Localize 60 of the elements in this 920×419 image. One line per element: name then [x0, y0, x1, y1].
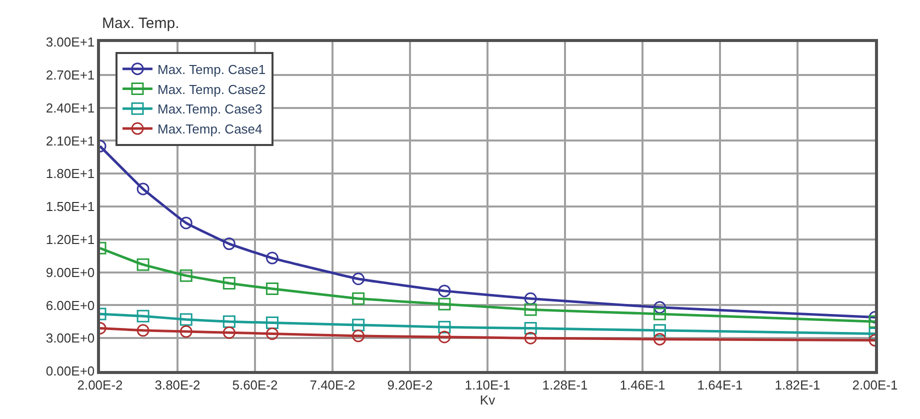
point — [222, 277, 236, 290]
y-tick-label: 2.10E+1 — [46, 133, 95, 148]
y-tick-label: 1.50E+1 — [46, 199, 95, 214]
x-tick-label: 1.46E-1 — [620, 377, 666, 392]
point — [222, 238, 236, 250]
x-tick-label: 1.64E-1 — [697, 377, 743, 392]
x-tick-label: 5.60E-2 — [232, 377, 278, 392]
point — [352, 292, 365, 305]
x-tick-label: 7.40E-2 — [310, 377, 356, 392]
point — [352, 272, 365, 286]
legend-label: Max. Temp. Case2 — [158, 82, 266, 97]
point — [352, 318, 365, 332]
y-tick-label: 2.40E+1 — [46, 100, 95, 116]
point — [438, 320, 451, 334]
point — [524, 332, 537, 344]
y-tick-label: 9.00E+0 — [46, 264, 95, 280]
y-axis-title: Max. Temp. — [102, 15, 180, 32]
point — [524, 292, 537, 305]
x-tick-label: 2.00E-2 — [77, 377, 123, 392]
point — [524, 322, 537, 334]
point — [136, 324, 150, 337]
point — [653, 332, 666, 346]
point — [524, 303, 537, 316]
y-tick-label: 0.00E+0 — [46, 364, 95, 379]
point — [438, 298, 451, 310]
point — [653, 308, 666, 320]
x-tick-label: 1.82E-1 — [774, 377, 820, 392]
point — [352, 330, 365, 342]
point — [266, 327, 278, 340]
x-tick-label: 1.28E-1 — [542, 377, 588, 392]
point — [180, 325, 192, 338]
y-tick-label: 3.00E+0 — [46, 330, 95, 346]
x-tick-label: 1.10E-1 — [464, 377, 510, 392]
point — [266, 316, 278, 329]
point — [136, 310, 150, 322]
y-tick-label: 2.70E+1 — [46, 67, 95, 82]
point — [222, 315, 236, 328]
point — [136, 258, 150, 271]
point — [438, 330, 451, 344]
point — [438, 284, 451, 298]
x-axis-title: Kv — [480, 392, 496, 408]
point — [180, 216, 192, 230]
point — [180, 313, 192, 326]
point — [180, 269, 192, 282]
legend-label: Max.Temp. Case4 — [158, 122, 262, 137]
legend-label: Max.Temp. Case3 — [158, 102, 262, 117]
y-tick-label: 3.00E+1 — [46, 34, 95, 50]
point — [653, 301, 666, 314]
point — [222, 326, 236, 339]
legend-label: Max. Temp. Case1 — [158, 62, 266, 77]
x-tick-label: 2.00E-1 — [852, 377, 898, 392]
x-tick-label: 9.20E-2 — [387, 377, 433, 392]
y-tick-label: 1.20E+1 — [46, 232, 95, 247]
point — [653, 324, 666, 337]
x-tick-label: 3.80E-2 — [154, 377, 200, 392]
point — [266, 282, 278, 295]
point — [136, 182, 150, 196]
point — [266, 252, 278, 264]
y-tick-label: 6.00E+0 — [46, 298, 95, 313]
y-tick-label: 1.80E+1 — [46, 166, 95, 182]
